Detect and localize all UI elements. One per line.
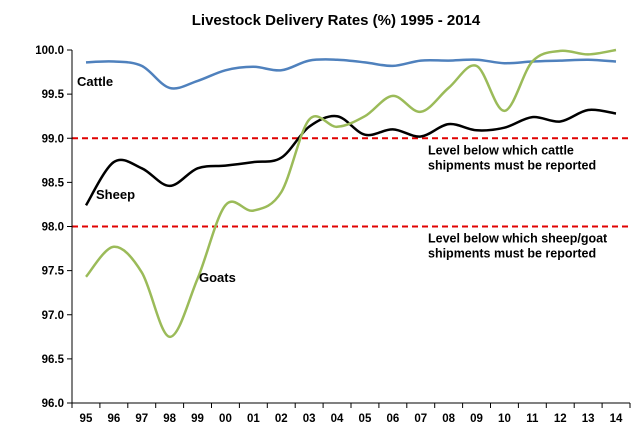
x-tick-label: 13	[582, 413, 595, 425]
x-tick-label: 98	[163, 413, 176, 425]
reference-label-line1: Level below which sheep/goat	[428, 232, 608, 246]
y-tick-label: 98.5	[42, 177, 65, 189]
x-tick-label: 99	[191, 413, 204, 425]
x-tick-label: 11	[526, 413, 539, 425]
x-tick-label: 14	[610, 413, 623, 425]
y-tick-label: 99.0	[42, 133, 64, 145]
x-tick-label: 00	[219, 413, 232, 425]
x-tick-label: 96	[107, 413, 120, 425]
x-tick-label: 95	[80, 413, 93, 425]
reference-label-line2: shipments must be reported	[428, 247, 596, 261]
x-tick-label: 04	[331, 413, 344, 425]
x-tick-label: 03	[303, 413, 316, 425]
x-tick-label: 08	[442, 413, 455, 425]
x-tick-label: 06	[386, 413, 399, 425]
x-tick-label: 07	[414, 413, 427, 425]
y-tick-label: 100.0	[35, 45, 64, 57]
x-tick-label: 05	[359, 413, 372, 425]
series-label-sheep: Sheep	[96, 187, 135, 202]
reference-lines	[72, 137, 630, 228]
x-tick-label: 12	[554, 413, 567, 425]
y-tick-label: 98.0	[42, 222, 64, 234]
x-tick-label: 10	[498, 413, 511, 425]
reference-label-line2: shipments must be reported	[428, 158, 596, 172]
series-line-sheep	[84, 108, 617, 206]
series-label-cattle: Cattle	[77, 74, 113, 89]
y-tick-label: 97.0	[42, 310, 64, 322]
y-tick-label: 96.5	[42, 354, 65, 366]
x-tick-label: 02	[275, 413, 288, 425]
reference-label-line1: Level below which cattle	[428, 143, 574, 157]
chart-title: Livestock Delivery Rates (%) 1995 - 2014	[192, 12, 481, 29]
axes: 96.0 96.5 97.0 97.5 98.0 98.5 99.0 99.5 100.0 95 9…	[35, 45, 631, 425]
series-group	[84, 48, 617, 339]
x-tick-label: 09	[470, 413, 483, 425]
y-tick-label: 97.5	[42, 266, 65, 278]
y-tick-label: 99.5	[42, 89, 65, 101]
series-line-goats	[85, 48, 617, 339]
series-label-goats: Goats	[199, 270, 236, 285]
series-line-cattle	[85, 58, 617, 90]
x-tick-label: 97	[135, 413, 148, 425]
y-tick-label: 96.0	[42, 398, 64, 410]
x-tick-label: 01	[247, 413, 260, 425]
